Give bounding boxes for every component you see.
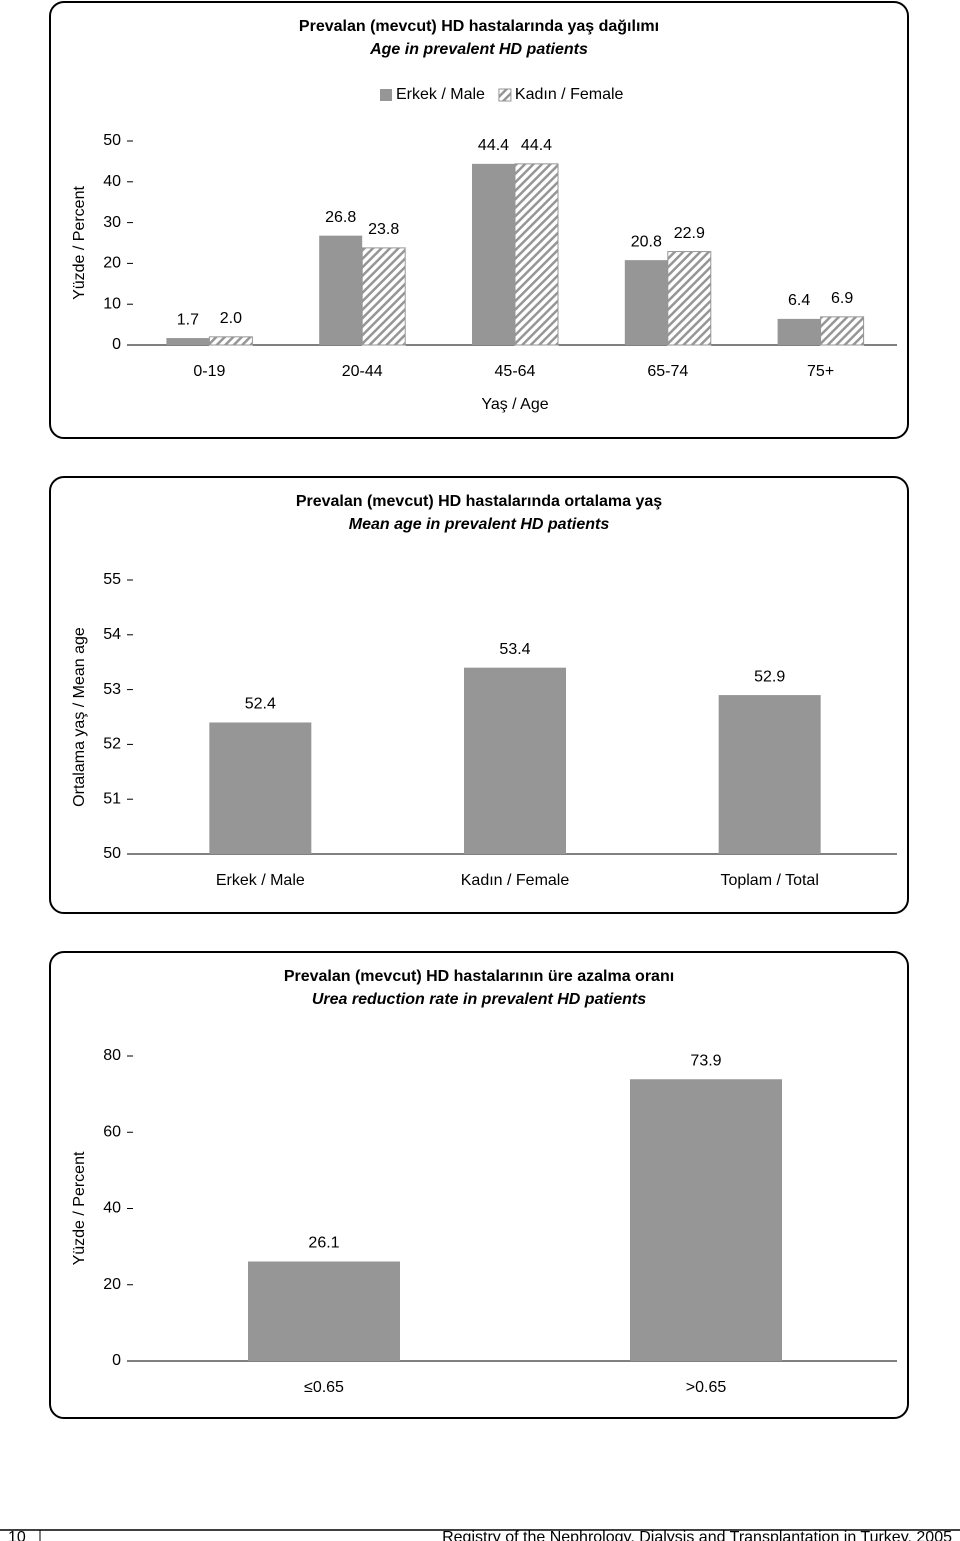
y-tick-label: 80 xyxy=(103,1047,121,1064)
y-tick-label: 51 xyxy=(103,790,121,807)
bar xyxy=(166,338,210,345)
value-label: 52.9 xyxy=(754,668,785,685)
chart-subtitle: Mean age in prevalent HD patients xyxy=(349,516,610,533)
chart-subtitle: Urea reduction rate in prevalent HD pati… xyxy=(312,991,646,1008)
x-tick-label: ≤0.65 xyxy=(304,1379,344,1396)
y-tick-label: 40 xyxy=(103,1200,121,1217)
value-label: 44.4 xyxy=(521,137,552,154)
bar xyxy=(319,235,363,345)
x-tick-label: 75+ xyxy=(807,363,834,380)
bar xyxy=(248,1261,400,1361)
bar xyxy=(777,318,821,345)
legend-swatch xyxy=(380,89,392,101)
y-tick-label: 30 xyxy=(103,214,121,231)
y-tick-label: 20 xyxy=(103,1276,121,1293)
x-tick-label: 20-44 xyxy=(342,363,383,380)
x-tick-label: 0-19 xyxy=(193,363,225,380)
value-label: 6.9 xyxy=(831,290,853,307)
value-label: 23.8 xyxy=(368,221,399,238)
y-tick-label: 50 xyxy=(103,845,121,862)
y-tick-label: 0 xyxy=(112,1352,121,1369)
y-axis-label: Yüzde / Percent xyxy=(71,186,88,300)
value-label: 73.9 xyxy=(690,1052,721,1069)
value-label: 52.4 xyxy=(245,696,276,713)
footer-text: Registry of the Nephrology, Dialysis and… xyxy=(442,1529,952,1541)
x-tick-label: Erkek / Male xyxy=(216,872,305,889)
chart-title: Prevalan (mevcut) HD hastalarının üre az… xyxy=(284,968,674,985)
y-tick-label: 50 xyxy=(103,132,121,149)
value-label: 1.7 xyxy=(177,311,199,328)
page-number: 10 xyxy=(8,1529,26,1541)
y-tick-label: 10 xyxy=(103,295,121,312)
value-label: 20.8 xyxy=(631,233,662,250)
legend-label: Kadın / Female xyxy=(515,86,624,103)
bar xyxy=(208,336,253,346)
value-label: 6.4 xyxy=(788,292,810,309)
y-tick-label: 55 xyxy=(103,571,121,588)
x-tick-label: >0.65 xyxy=(686,1379,727,1396)
y-tick-label: 52 xyxy=(103,736,121,753)
y-axis-label: Ortalama yaş / Mean age xyxy=(71,627,88,807)
y-tick-label: 54 xyxy=(103,626,121,643)
legend-label: Erkek / Male xyxy=(396,86,485,103)
legend-swatch xyxy=(498,88,512,102)
bar xyxy=(361,247,406,346)
bar xyxy=(630,1079,782,1361)
bar xyxy=(718,695,821,854)
y-axis-label: Yüzde / Percent xyxy=(71,1151,88,1265)
bar xyxy=(624,260,668,345)
y-tick-label: 20 xyxy=(103,255,121,272)
y-tick-label: 53 xyxy=(103,681,121,698)
chart-title: Prevalan (mevcut) HD hastalarında yaş da… xyxy=(299,18,659,35)
value-label: 26.8 xyxy=(325,209,356,226)
y-tick-label: 60 xyxy=(103,1123,121,1140)
bar xyxy=(514,163,559,346)
value-label: 53.4 xyxy=(499,641,530,658)
chart-title: Prevalan (mevcut) HD hastalarında ortala… xyxy=(296,493,662,510)
value-label: 22.9 xyxy=(674,225,705,242)
bar xyxy=(820,316,865,346)
x-tick-label: 65-74 xyxy=(647,363,688,380)
value-label: 44.4 xyxy=(478,137,509,154)
bar xyxy=(209,722,312,854)
bar xyxy=(464,667,566,854)
chart-subtitle: Age in prevalent HD patients xyxy=(369,41,588,58)
x-tick-label: Kadın / Female xyxy=(461,872,570,889)
x-axis-label: Yaş / Age xyxy=(481,396,548,413)
y-tick-label: 40 xyxy=(103,173,121,190)
x-tick-label: 45-64 xyxy=(495,363,536,380)
x-tick-label: Toplam / Total xyxy=(720,872,818,889)
bar xyxy=(667,251,712,346)
value-label: 26.1 xyxy=(308,1235,339,1252)
bar xyxy=(472,163,515,345)
y-tick-label: 0 xyxy=(112,336,121,353)
value-label: 2.0 xyxy=(220,310,242,327)
